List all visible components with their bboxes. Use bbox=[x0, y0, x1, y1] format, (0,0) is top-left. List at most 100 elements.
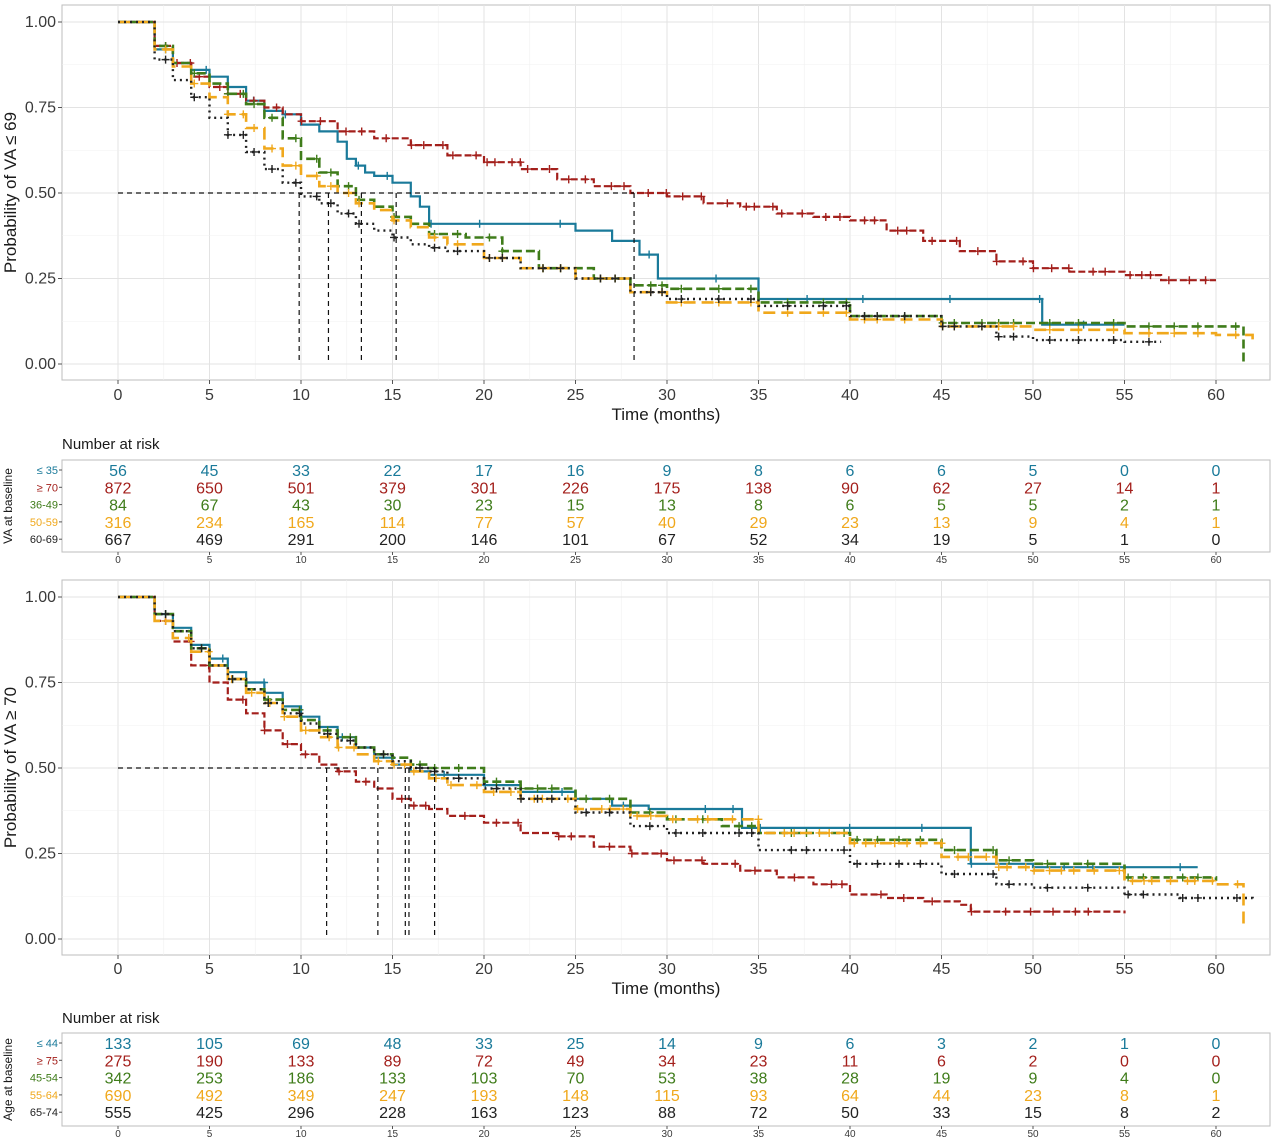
censor-mark bbox=[1178, 893, 1187, 902]
x-tick-label: 55 bbox=[1116, 387, 1134, 404]
y-axis-label: Probability of VA ≥ 70 bbox=[1, 687, 20, 848]
y-axis: 0.00 0.25 0.50 0.75 1.00 bbox=[25, 589, 62, 948]
censor-mark bbox=[431, 774, 440, 783]
censor-mark bbox=[1190, 876, 1199, 885]
censor-mark bbox=[712, 274, 721, 283]
censor-mark bbox=[558, 787, 567, 796]
risk-cell: 33 bbox=[292, 463, 310, 480]
y-tick-label: 0.25 bbox=[25, 846, 56, 863]
censor-mark bbox=[1231, 322, 1240, 331]
censor-mark bbox=[1083, 859, 1092, 868]
risk-cell: 2 bbox=[1029, 1053, 1038, 1070]
risk-time-label: 60 bbox=[1210, 1129, 1222, 1140]
censor-mark bbox=[917, 823, 926, 832]
censor-mark bbox=[697, 192, 706, 201]
risk-cell: 469 bbox=[196, 532, 223, 549]
risk-cell: 0 bbox=[1212, 1071, 1221, 1088]
risk-cell: 247 bbox=[379, 1088, 406, 1105]
risk-cell: 0 bbox=[1120, 1053, 1129, 1070]
censor-mark bbox=[1074, 325, 1083, 334]
censor-mark bbox=[646, 281, 655, 290]
censor-mark bbox=[430, 233, 439, 242]
censor-mark bbox=[861, 839, 870, 848]
risk-cell: 1 bbox=[1120, 532, 1129, 549]
censor-mark bbox=[498, 253, 507, 262]
censor-mark bbox=[1178, 873, 1187, 882]
risk-cell: 492 bbox=[196, 1088, 223, 1105]
risk-cell: 186 bbox=[288, 1071, 315, 1088]
risk-cell: 872 bbox=[105, 480, 132, 497]
risk-cell: 0 bbox=[1212, 1036, 1221, 1053]
censor-mark bbox=[390, 233, 399, 242]
censor-mark bbox=[790, 873, 799, 882]
y-tick-label: 0.75 bbox=[25, 100, 56, 117]
risk-row-label: ≥ 75 bbox=[37, 1055, 58, 1067]
y-axis-label: Probability of VA ≤ 69 bbox=[1, 112, 20, 273]
risk-time-label: 35 bbox=[753, 555, 765, 566]
risk-row-label: ≤ 35 bbox=[37, 465, 58, 477]
censor-mark bbox=[954, 852, 963, 861]
censor-mark bbox=[1045, 336, 1054, 345]
risk-cell: 105 bbox=[196, 1036, 223, 1053]
censor-mark bbox=[202, 65, 211, 74]
censor-mark bbox=[605, 842, 614, 851]
risk-cell: 88 bbox=[658, 1105, 676, 1122]
censor-mark bbox=[1139, 890, 1148, 899]
risk-cell: 11 bbox=[842, 1053, 859, 1070]
risk-cell: 8 bbox=[754, 463, 763, 480]
censor-mark bbox=[1144, 329, 1153, 338]
risk-cell: 64 bbox=[841, 1088, 859, 1105]
x-tick-label: 40 bbox=[841, 387, 859, 404]
censor-mark bbox=[798, 209, 807, 218]
censor-mark bbox=[714, 284, 723, 293]
risk-table-ylabel: VA at baseline bbox=[1, 468, 15, 544]
censor-mark bbox=[516, 794, 525, 803]
risk-cell: 48 bbox=[384, 1036, 402, 1053]
censor-mark bbox=[903, 839, 912, 848]
risk-cell: 89 bbox=[384, 1053, 402, 1070]
censor-mark bbox=[485, 233, 494, 242]
censor-mark bbox=[1164, 276, 1173, 285]
risk-cell: 40 bbox=[658, 515, 676, 532]
censor-mark bbox=[1071, 907, 1080, 916]
risk-cell: 8 bbox=[754, 498, 763, 515]
risk-cell: 9 bbox=[754, 1036, 763, 1053]
risk-time-label: 0 bbox=[115, 1129, 121, 1140]
censor-mark bbox=[1170, 322, 1179, 331]
censor-mark bbox=[492, 777, 501, 786]
censor-mark bbox=[316, 117, 325, 126]
censor-marks-s70 bbox=[161, 41, 1210, 285]
censor-mark bbox=[669, 856, 678, 865]
censor-mark bbox=[409, 801, 418, 810]
risk-cell: 16 bbox=[567, 463, 585, 480]
risk-row-label: 65-74 bbox=[30, 1107, 58, 1119]
risk-row-label: ≥ 70 bbox=[37, 482, 58, 494]
censor-mark bbox=[723, 199, 732, 208]
censor-mark bbox=[268, 165, 277, 174]
risk-cell: 103 bbox=[471, 1071, 498, 1088]
censor-mark bbox=[291, 161, 300, 170]
risk-time-label: 40 bbox=[844, 1129, 856, 1140]
censor-mark bbox=[662, 189, 671, 197]
risk-time-label: 20 bbox=[478, 555, 490, 566]
censor-mark bbox=[197, 644, 206, 653]
censor-mark bbox=[1026, 907, 1035, 916]
x-tick-label: 25 bbox=[567, 387, 585, 404]
x-tick-label: 25 bbox=[567, 961, 585, 978]
risk-cell: 4 bbox=[1120, 1071, 1129, 1088]
censor-mark bbox=[871, 839, 880, 848]
censor-mark bbox=[556, 264, 565, 273]
risk-cell: 349 bbox=[288, 1088, 315, 1105]
risk-cell: 19 bbox=[933, 532, 951, 549]
censor-mark bbox=[554, 832, 563, 841]
y-tick-label: 0.50 bbox=[25, 760, 56, 777]
risk-cell: 228 bbox=[379, 1105, 406, 1122]
censor-mark bbox=[346, 736, 355, 745]
censor-mark bbox=[858, 295, 867, 304]
risk-cell: 23 bbox=[475, 498, 493, 515]
censor-mark bbox=[1009, 322, 1018, 331]
risk-cell: 146 bbox=[471, 532, 498, 549]
censor-mark bbox=[514, 818, 523, 827]
